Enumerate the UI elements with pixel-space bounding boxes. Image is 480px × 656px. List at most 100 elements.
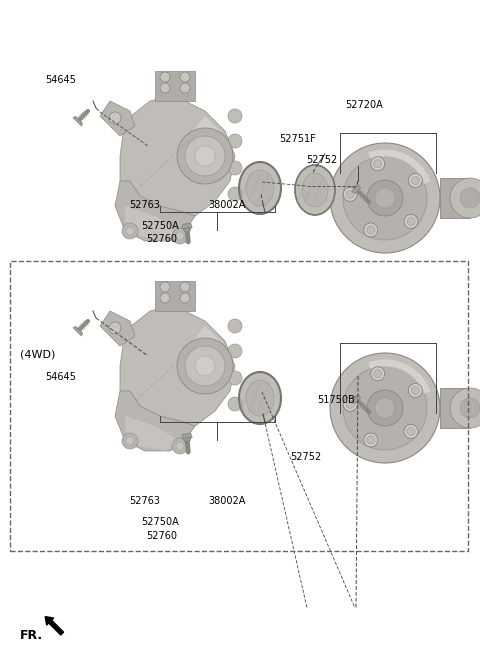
Bar xyxy=(440,388,470,428)
Circle shape xyxy=(367,390,403,426)
Circle shape xyxy=(343,156,427,240)
Circle shape xyxy=(460,398,480,418)
Circle shape xyxy=(460,188,480,208)
Circle shape xyxy=(109,322,121,334)
Circle shape xyxy=(411,386,420,394)
Circle shape xyxy=(177,128,233,184)
Circle shape xyxy=(450,178,480,218)
Circle shape xyxy=(172,438,188,454)
Circle shape xyxy=(343,366,427,450)
Polygon shape xyxy=(352,395,360,403)
Circle shape xyxy=(126,437,134,445)
Text: (4WD): (4WD) xyxy=(20,350,56,359)
PathPatch shape xyxy=(125,206,180,241)
Ellipse shape xyxy=(246,170,274,206)
Circle shape xyxy=(408,384,422,398)
PathPatch shape xyxy=(155,281,195,311)
Circle shape xyxy=(343,398,357,411)
PathPatch shape xyxy=(100,101,135,136)
Text: FR.: FR. xyxy=(20,628,43,642)
Polygon shape xyxy=(73,116,83,126)
Circle shape xyxy=(177,338,233,394)
Circle shape xyxy=(183,224,191,232)
PathPatch shape xyxy=(180,116,230,176)
Bar xyxy=(10,261,468,551)
Circle shape xyxy=(367,436,375,444)
Circle shape xyxy=(180,72,190,82)
Circle shape xyxy=(228,319,242,333)
Polygon shape xyxy=(73,327,83,336)
Circle shape xyxy=(346,400,354,408)
Circle shape xyxy=(160,83,170,93)
Circle shape xyxy=(122,433,138,449)
Circle shape xyxy=(367,226,375,234)
Circle shape xyxy=(364,433,378,447)
Text: 52750A: 52750A xyxy=(142,518,180,527)
Text: 54645: 54645 xyxy=(46,372,76,382)
Circle shape xyxy=(172,228,188,244)
Circle shape xyxy=(407,428,415,436)
Circle shape xyxy=(371,157,385,171)
Circle shape xyxy=(228,397,242,411)
Circle shape xyxy=(185,136,225,176)
Circle shape xyxy=(330,143,440,253)
Ellipse shape xyxy=(239,372,281,424)
Text: 52763: 52763 xyxy=(130,200,161,210)
Circle shape xyxy=(364,223,378,237)
Text: 52763: 52763 xyxy=(130,497,161,506)
Circle shape xyxy=(367,180,403,216)
Circle shape xyxy=(180,293,190,303)
PathPatch shape xyxy=(115,391,195,451)
Circle shape xyxy=(195,146,215,166)
Circle shape xyxy=(375,398,395,418)
Circle shape xyxy=(371,367,385,380)
PathPatch shape xyxy=(125,416,180,451)
Circle shape xyxy=(228,109,242,123)
Circle shape xyxy=(228,161,242,175)
Circle shape xyxy=(228,187,242,201)
Ellipse shape xyxy=(295,165,335,215)
Circle shape xyxy=(346,190,354,198)
PathPatch shape xyxy=(100,311,135,346)
Text: 52760: 52760 xyxy=(146,531,178,541)
Text: 52752: 52752 xyxy=(306,155,337,165)
Text: 38002A: 38002A xyxy=(209,497,246,506)
Circle shape xyxy=(404,424,418,438)
FancyArrow shape xyxy=(45,617,63,635)
Circle shape xyxy=(228,344,242,358)
Circle shape xyxy=(450,388,480,428)
Circle shape xyxy=(180,282,190,292)
Circle shape xyxy=(126,227,134,235)
Polygon shape xyxy=(352,184,360,194)
PathPatch shape xyxy=(120,96,235,226)
Circle shape xyxy=(228,134,242,148)
Polygon shape xyxy=(182,434,192,438)
Text: 52760: 52760 xyxy=(146,234,178,244)
Text: 52752: 52752 xyxy=(290,452,321,462)
Circle shape xyxy=(330,353,440,463)
Circle shape xyxy=(343,188,357,201)
Circle shape xyxy=(374,160,382,168)
Circle shape xyxy=(160,72,170,82)
Text: 51750B: 51750B xyxy=(317,396,355,405)
Circle shape xyxy=(160,282,170,292)
PathPatch shape xyxy=(180,326,230,386)
Text: 52750A: 52750A xyxy=(142,221,180,231)
Text: 52751F: 52751F xyxy=(279,134,316,144)
Text: 38002A: 38002A xyxy=(209,200,246,210)
Circle shape xyxy=(228,371,242,385)
Circle shape xyxy=(122,223,138,239)
Circle shape xyxy=(195,356,215,376)
Circle shape xyxy=(160,293,170,303)
Circle shape xyxy=(183,434,191,442)
Circle shape xyxy=(374,370,382,378)
Circle shape xyxy=(185,346,225,386)
Circle shape xyxy=(408,173,422,188)
Ellipse shape xyxy=(239,162,281,214)
Circle shape xyxy=(180,83,190,93)
PathPatch shape xyxy=(155,71,195,101)
Circle shape xyxy=(375,188,395,208)
Ellipse shape xyxy=(302,173,328,207)
Circle shape xyxy=(176,232,184,240)
PathPatch shape xyxy=(115,181,195,241)
